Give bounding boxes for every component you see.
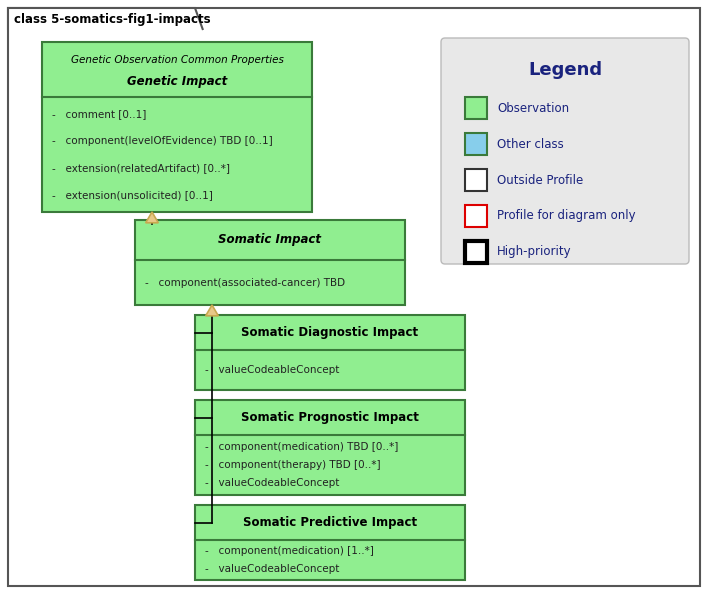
Text: -   component(medication) TBD [0..*]: - component(medication) TBD [0..*]	[205, 442, 398, 452]
Bar	[465, 133, 487, 155]
Text: Genetic Observation Common Properties: Genetic Observation Common Properties	[71, 55, 284, 65]
Text: -   comment [0..1]: - comment [0..1]	[52, 109, 146, 119]
Text: Outside Profile: Outside Profile	[497, 173, 584, 187]
Bar	[195, 400, 465, 495]
Text: Legend: Legend	[528, 61, 602, 79]
Text: -   component(levelOfEvidence) TBD [0..1]: - component(levelOfEvidence) TBD [0..1]	[52, 136, 273, 146]
Bar	[465, 205, 487, 227]
Text: -   component(therapy) TBD [0..*]: - component(therapy) TBD [0..*]	[205, 460, 381, 470]
Bar	[195, 505, 465, 580]
Text: -   valueCodeableConcept: - valueCodeableConcept	[205, 564, 340, 574]
Text: Somatic Impact: Somatic Impact	[218, 233, 321, 247]
Text: -   component(medication) [1..*]: - component(medication) [1..*]	[205, 546, 374, 557]
Text: class 5-somatics-fig1-impacts: class 5-somatics-fig1-impacts	[14, 12, 211, 26]
Text: Somatic Prognostic Impact: Somatic Prognostic Impact	[241, 411, 419, 424]
Bar	[465, 97, 487, 119]
Text: -   extension(unsolicited) [0..1]: - extension(unsolicited) [0..1]	[52, 189, 213, 200]
Bar	[195, 315, 465, 390]
Text: Other class: Other class	[497, 137, 564, 150]
FancyBboxPatch shape	[441, 38, 689, 264]
Text: High-priority: High-priority	[497, 245, 571, 258]
Polygon shape	[8, 8, 203, 30]
Text: Somatic Diagnostic Impact: Somatic Diagnostic Impact	[242, 326, 418, 339]
Bar	[465, 241, 487, 263]
Text: -   valueCodeableConcept: - valueCodeableConcept	[205, 478, 340, 488]
Bar	[135, 220, 405, 305]
Bar	[465, 169, 487, 191]
Text: Observation: Observation	[497, 102, 569, 115]
Text: -   valueCodeableConcept: - valueCodeableConcept	[205, 365, 340, 375]
Polygon shape	[206, 305, 218, 316]
Text: Somatic Predictive Impact: Somatic Predictive Impact	[243, 516, 417, 529]
Text: Profile for diagram only: Profile for diagram only	[497, 210, 636, 223]
Text: -   component(associated-cancer) TBD: - component(associated-cancer) TBD	[145, 277, 345, 287]
Bar	[42, 42, 312, 212]
Text: Genetic Impact: Genetic Impact	[127, 75, 227, 88]
Text: -   extension(relatedArtifact) [0..*]: - extension(relatedArtifact) [0..*]	[52, 163, 230, 173]
Polygon shape	[146, 212, 158, 223]
